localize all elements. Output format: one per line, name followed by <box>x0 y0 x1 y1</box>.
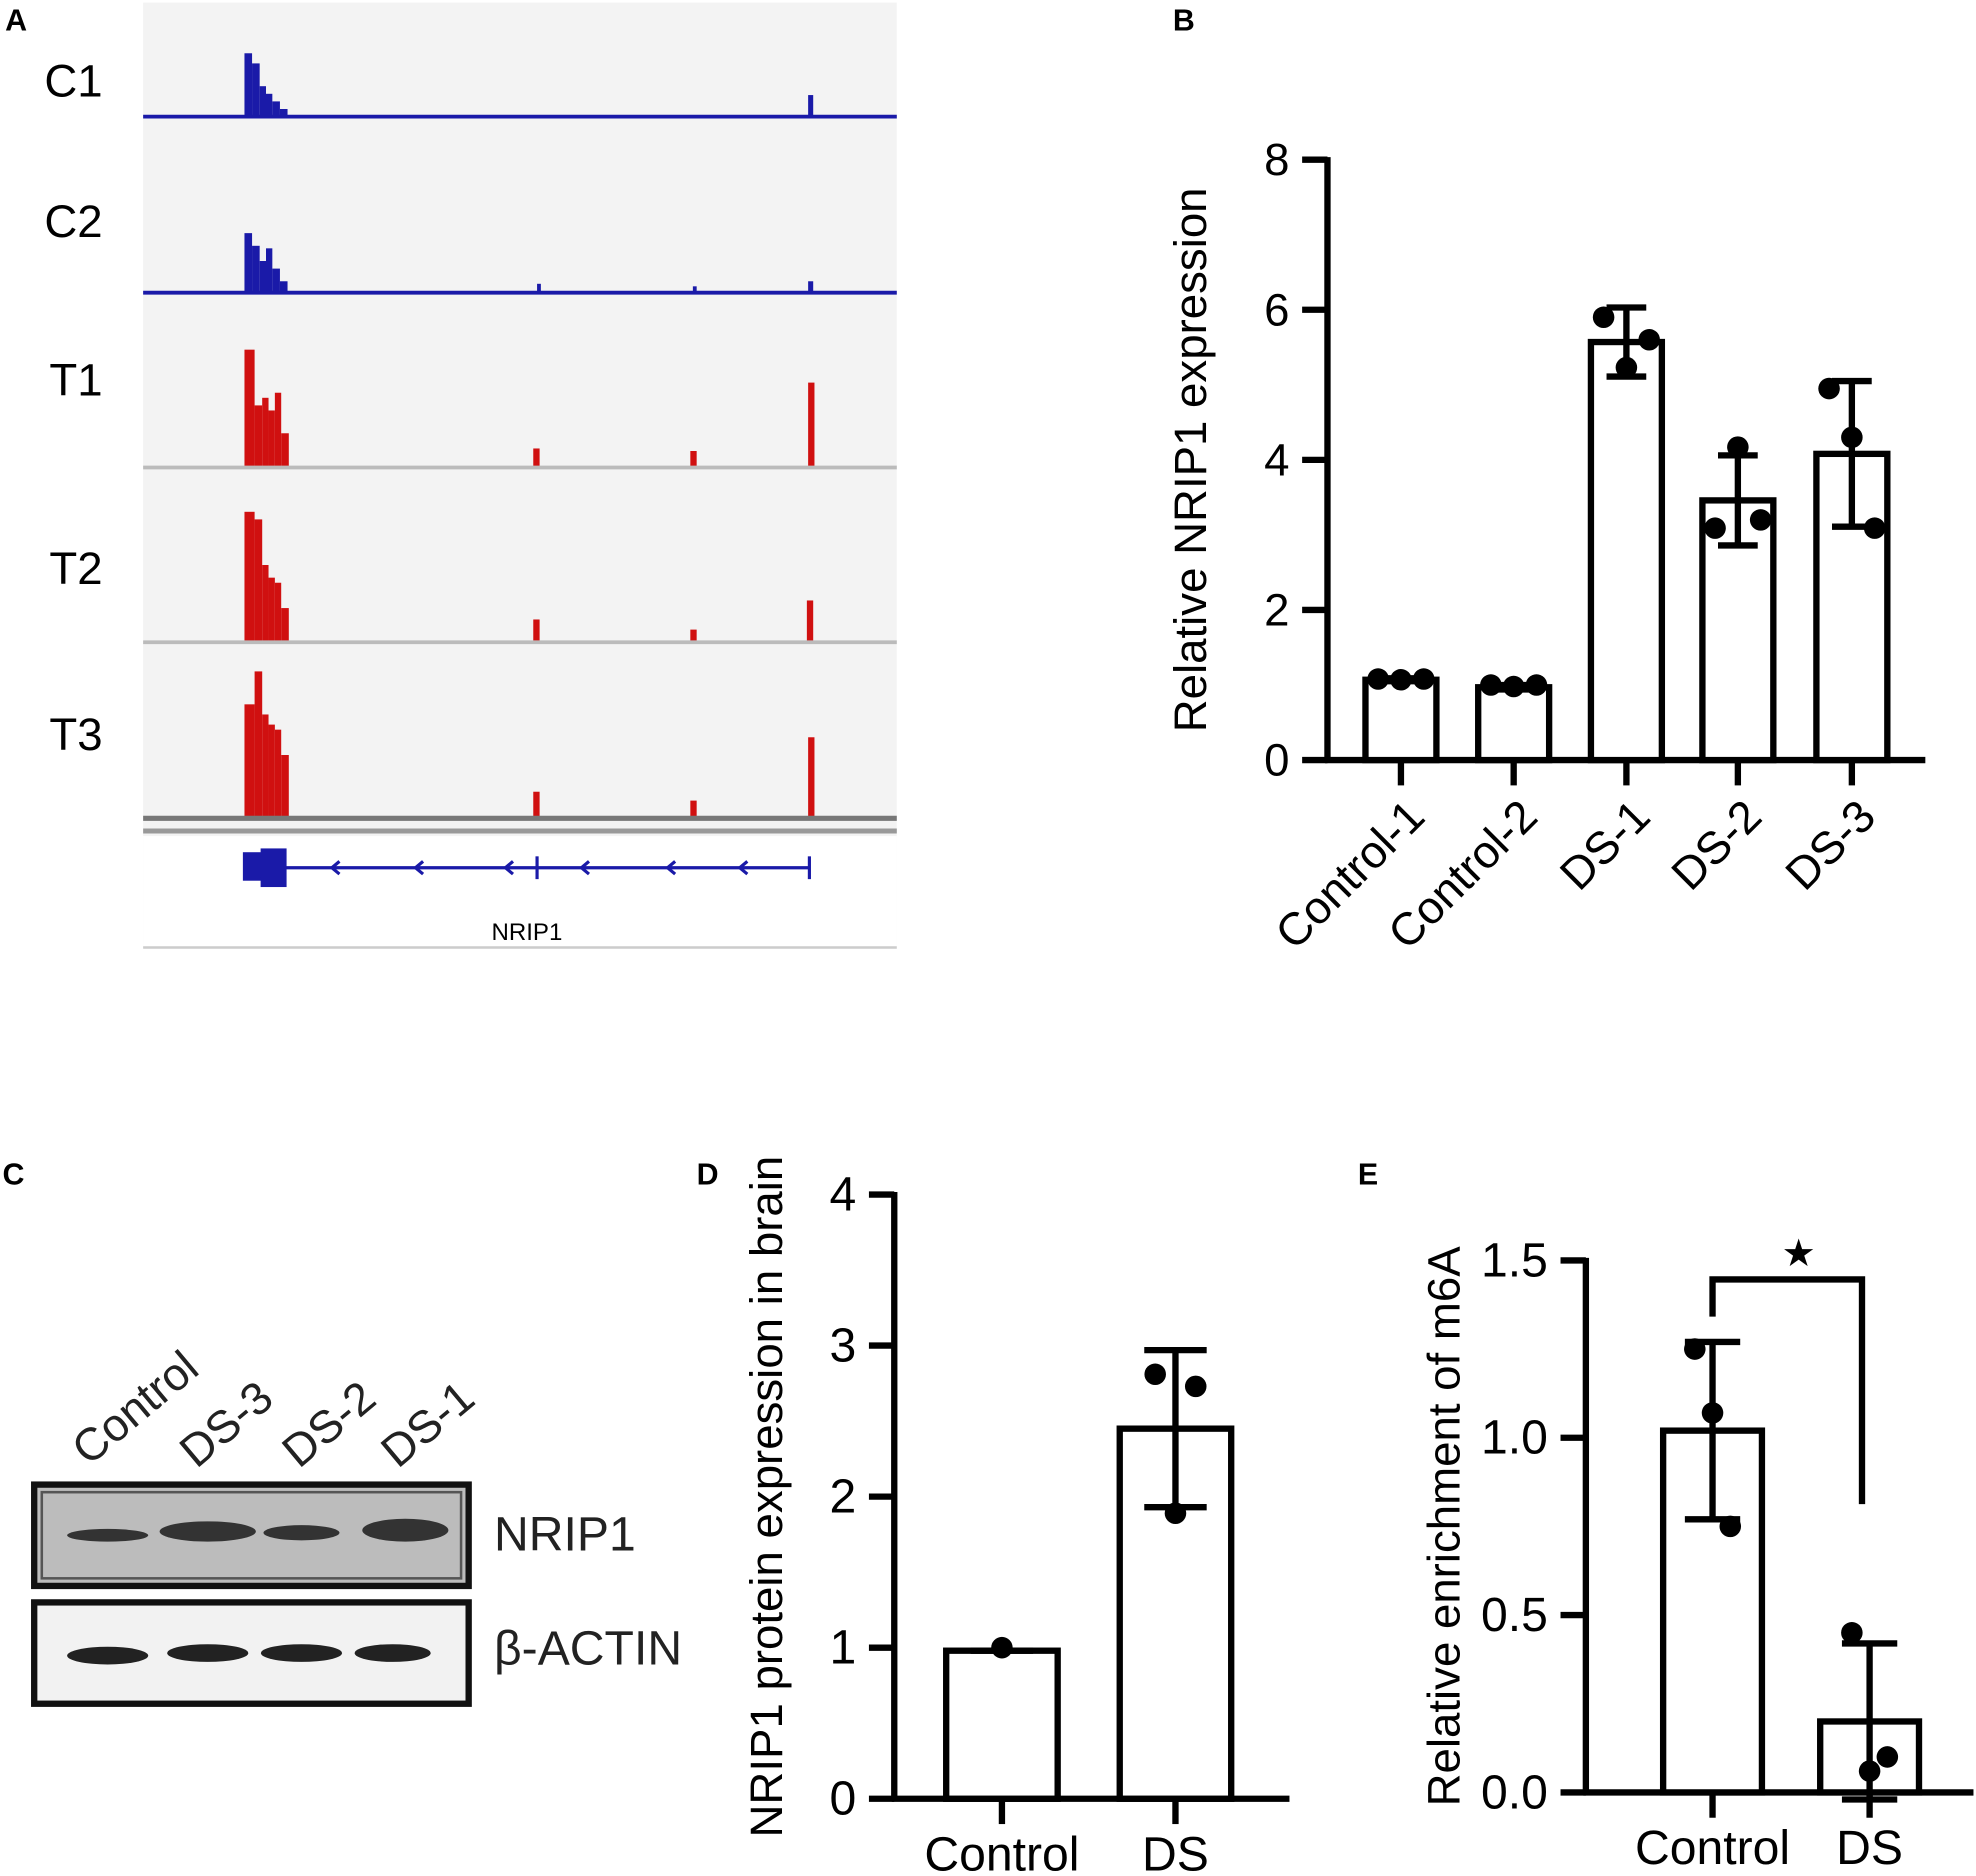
x-tick-label: Control <box>1635 1821 1790 1871</box>
gene-model <box>242 848 811 888</box>
data-point <box>1719 1515 1742 1538</box>
data-point <box>1480 674 1502 696</box>
y-tick-label: 4 <box>830 1168 857 1222</box>
x-tick-label: DS <box>1836 1821 1903 1871</box>
bar <box>1587 338 1666 764</box>
data-point <box>1727 436 1749 458</box>
panel-letter: B <box>1173 3 1195 37</box>
treatment-peaks <box>244 349 815 818</box>
data-point <box>1164 1502 1187 1525</box>
data-point <box>1876 1746 1899 1768</box>
data-point <box>1615 356 1638 379</box>
y-tick-label: 0 <box>830 1772 857 1826</box>
data-point <box>1525 674 1548 696</box>
y-tick-label: 2 <box>1264 584 1289 635</box>
data-point <box>1592 306 1615 329</box>
data-point <box>1863 517 1886 539</box>
data-point <box>1367 668 1389 690</box>
y-tick-label: 0.0 <box>1481 1765 1548 1819</box>
lane-label: DS-2 <box>273 1371 385 1477</box>
band-label: β-ACTIN <box>494 1621 682 1675</box>
y-tick-label: 0 <box>1264 735 1289 786</box>
data-point <box>1502 675 1525 698</box>
data-point <box>1412 668 1435 690</box>
y-tick-label: 1 <box>830 1621 857 1675</box>
y-tick-label: 8 <box>1264 134 1289 185</box>
data-point <box>1749 509 1772 531</box>
data-point <box>1184 1375 1207 1398</box>
significance-mark: ★ <box>1782 1233 1816 1275</box>
x-tick-label: DS-1 <box>1550 790 1660 900</box>
data-point <box>1684 1338 1706 1360</box>
data-point <box>1818 377 1840 400</box>
control-peaks <box>244 53 814 293</box>
data-point <box>1841 1622 1863 1644</box>
significance-bracket <box>1709 1276 1866 1505</box>
track-label: T2 <box>49 543 102 594</box>
band-label: NRIP1 <box>494 1507 636 1561</box>
bar <box>1475 684 1553 764</box>
y-tick-label: 2 <box>830 1470 857 1524</box>
data-point <box>1144 1363 1166 1386</box>
panel-letter: A <box>5 3 27 37</box>
y-tick-label: 6 <box>1264 284 1289 335</box>
data-point <box>1638 329 1660 351</box>
y-tick-label: 0.5 <box>1481 1588 1548 1642</box>
data-point <box>1390 668 1412 691</box>
data-point <box>1858 1760 1881 1782</box>
panel-letter: D <box>697 1157 719 1191</box>
data-point <box>991 1636 1013 1659</box>
genome-tracks: NRIP1 C1 C2 T1 T2 T3 <box>44 2 897 949</box>
gene-label: NRIP1 <box>492 919 563 946</box>
data-point <box>1704 517 1726 539</box>
x-tick-label: Control <box>924 1827 1079 1871</box>
y-axis-label: NRIP1 protein expression in brain <box>741 1156 792 1838</box>
data-point <box>1701 1402 1724 1424</box>
data-point <box>1841 426 1863 449</box>
y-axis-label: Relative NRIP1 expression <box>1165 187 1216 732</box>
panel-letter: E <box>1358 1157 1378 1191</box>
bar <box>943 1647 1061 1802</box>
y-axis-label: Relative enrichment of m6A <box>1419 1246 1470 1807</box>
y-tick-label: 4 <box>1264 434 1289 485</box>
x-tick-label: DS <box>1142 1827 1209 1871</box>
panel-letter: C <box>3 1157 25 1191</box>
track-label: T3 <box>49 709 102 760</box>
western-blot: Control DS-3 DS-2 DS-1 NRIP1 β-ACTIN <box>31 1341 682 1707</box>
track-label: C2 <box>44 196 102 247</box>
y-tick-label: 1.5 <box>1481 1233 1548 1287</box>
x-tick-label: DS-3 <box>1776 790 1886 900</box>
y-tick-label: 3 <box>830 1319 857 1373</box>
track-label: T1 <box>49 354 102 405</box>
track-label: C1 <box>44 55 102 106</box>
x-tick-label: DS-2 <box>1662 790 1772 900</box>
y-tick-label: 1.0 <box>1481 1411 1548 1465</box>
bar <box>1362 676 1440 764</box>
lane-label: DS-1 <box>371 1371 483 1477</box>
